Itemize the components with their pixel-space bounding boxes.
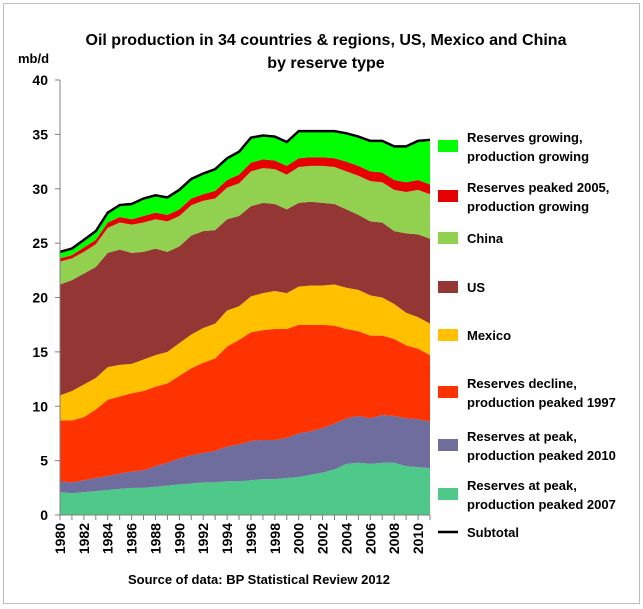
y-axis-label: mb/d <box>18 51 49 66</box>
x-tick-label: 1980 <box>52 523 68 554</box>
y-tick-label: 5 <box>40 453 48 469</box>
x-tick-label: 2000 <box>291 523 307 554</box>
area-series-8 <box>60 131 430 259</box>
x-tick-label: 1998 <box>267 523 283 554</box>
legend-swatch <box>438 281 458 293</box>
legend-label: Mexico <box>467 328 511 343</box>
x-tick-label: 2004 <box>338 523 354 554</box>
legend-swatch <box>438 439 458 451</box>
x-tick-label: 1994 <box>219 523 235 554</box>
legend-label: China <box>467 231 504 246</box>
x-tick-label: 1992 <box>195 523 211 554</box>
x-tick-label: 1990 <box>171 523 187 554</box>
area-series-4 <box>60 284 430 421</box>
source-note: Source of data: BP Statistical Review 20… <box>128 572 390 587</box>
area-series-6 <box>60 165 430 285</box>
x-tick-label: 1996 <box>243 523 259 554</box>
y-tick-label: 25 <box>32 235 48 251</box>
y-tick-labels: 0 5 10 15 20 25 30 35 40 <box>32 72 60 523</box>
legend-swatch <box>438 386 458 398</box>
x-tick-label: 2010 <box>410 523 426 554</box>
legend-swatch <box>438 488 458 500</box>
legend-label: Reserves at peak, <box>467 478 577 493</box>
legend-swatch <box>438 329 458 341</box>
legend: Reserves growing, production growing Reser… <box>438 130 616 540</box>
x-tick-label: 1986 <box>124 523 140 554</box>
x-tick-label: 2008 <box>386 523 402 554</box>
chart-title-line1: Oil production in 34 countries & regions… <box>86 32 567 49</box>
legend-label: Reserves decline, <box>467 376 577 391</box>
subtotal-line <box>59 129 431 254</box>
legend-swatch <box>438 232 458 244</box>
legend-label: production peaked 2010 <box>467 448 616 463</box>
legend-label: US <box>467 280 485 295</box>
legend-subtotal-label: Subtotal <box>467 525 519 540</box>
area-series-1 <box>60 462 430 515</box>
y-tick-label: 30 <box>32 181 48 197</box>
legend-swatch <box>438 190 458 202</box>
legend-label: Reserves peaked 2005, <box>467 180 609 195</box>
y-tick-label: 15 <box>32 344 48 360</box>
x-tick-label: 2006 <box>362 523 378 554</box>
legend-label: production peaked 2007 <box>467 497 616 512</box>
legend-label: production growing <box>467 149 589 164</box>
legend-label: Reserves growing, <box>467 130 583 145</box>
area-series-3 <box>60 324 430 483</box>
y-tick-label: 0 <box>40 507 48 523</box>
legend-label: Reserves at peak, <box>467 429 577 444</box>
area-layers <box>59 129 431 515</box>
x-tick-label: 1982 <box>76 523 92 554</box>
x-tick-label: 1984 <box>100 523 116 554</box>
y-tick-label: 20 <box>32 290 48 306</box>
area-series-5 <box>60 201 430 396</box>
legend-swatch <box>438 140 458 152</box>
x-tick-label: 2002 <box>315 523 331 554</box>
x-tick-labels: 1980 1982 1984 1986 1988 1990 1992 1994 1996 1998… <box>52 515 431 554</box>
chart-title-line2: by reserve type <box>267 55 385 72</box>
legend-label: production peaked 1997 <box>467 395 616 410</box>
area-series-2 <box>60 414 430 494</box>
y-tick-label: 40 <box>32 72 48 88</box>
legend-label: production growing <box>467 199 589 214</box>
y-tick-label: 35 <box>32 126 48 142</box>
x-tick-label: 1988 <box>147 523 163 554</box>
y-tick-label: 10 <box>32 398 48 414</box>
